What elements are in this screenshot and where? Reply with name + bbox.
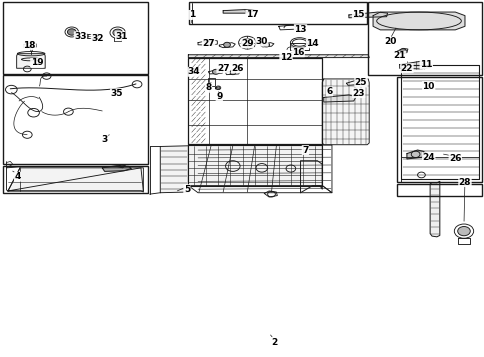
Polygon shape [323,95,355,102]
Bar [3,166,148,193]
Text: 20: 20 [383,37,395,46]
Polygon shape [102,166,131,171]
Text: 32: 32 [91,34,104,42]
Bar [189,2,366,24]
Text: 27: 27 [202,39,214,48]
Polygon shape [223,10,257,13]
Text: 14: 14 [306,39,318,48]
Text: 26: 26 [448,155,461,164]
Polygon shape [372,12,464,30]
Text: 16: 16 [291,48,304,57]
Circle shape [229,70,235,75]
Text: 5: 5 [183,185,190,193]
Text: 13: 13 [294,25,306,34]
Text: 29: 29 [241,39,253,48]
Text: 4: 4 [15,172,21,181]
Polygon shape [188,145,322,186]
Bar [3,75,148,164]
Text: 19: 19 [30,59,43,67]
Text: 2: 2 [270,338,276,347]
Text: 25: 25 [354,78,366,87]
Bar [396,184,481,196]
Text: 6: 6 [326,87,332,96]
Text: 11: 11 [419,60,432,69]
Circle shape [399,49,406,54]
Text: 28: 28 [458,177,470,187]
Bar [207,78,215,86]
Polygon shape [406,150,423,159]
Text: 30: 30 [255,37,268,46]
Bar [3,2,148,74]
Text: 12: 12 [279,53,292,62]
Circle shape [457,226,469,236]
Text: 10: 10 [422,81,434,91]
Polygon shape [8,168,143,191]
Text: 22: 22 [400,64,412,73]
Text: 21: 21 [393,51,405,60]
Circle shape [113,29,122,36]
Circle shape [204,40,212,45]
Text: 24: 24 [422,153,434,162]
Text: 3: 3 [101,135,107,144]
Polygon shape [429,181,439,237]
Text: 27: 27 [216,64,229,73]
Polygon shape [16,54,45,68]
Circle shape [190,69,197,74]
Bar [367,2,481,75]
Polygon shape [188,55,368,57]
Text: 18: 18 [23,41,36,50]
Text: 35: 35 [110,89,123,98]
Text: 7: 7 [302,146,308,155]
Polygon shape [322,79,368,145]
Text: 23: 23 [351,89,364,98]
Text: 9: 9 [216,92,222,101]
Circle shape [212,69,219,74]
Polygon shape [348,12,387,18]
Text: 15: 15 [351,10,364,19]
Circle shape [67,29,76,35]
Text: 17: 17 [245,10,258,19]
Text: 8: 8 [205,83,212,92]
Text: 26: 26 [231,64,243,73]
Circle shape [263,42,269,47]
Polygon shape [399,61,429,69]
Text: 33: 33 [74,32,87,41]
Text: 31: 31 [115,32,128,41]
Text: 34: 34 [187,67,200,76]
Circle shape [223,42,230,47]
Polygon shape [160,146,188,193]
Bar [396,77,481,182]
Text: 1: 1 [188,10,195,19]
